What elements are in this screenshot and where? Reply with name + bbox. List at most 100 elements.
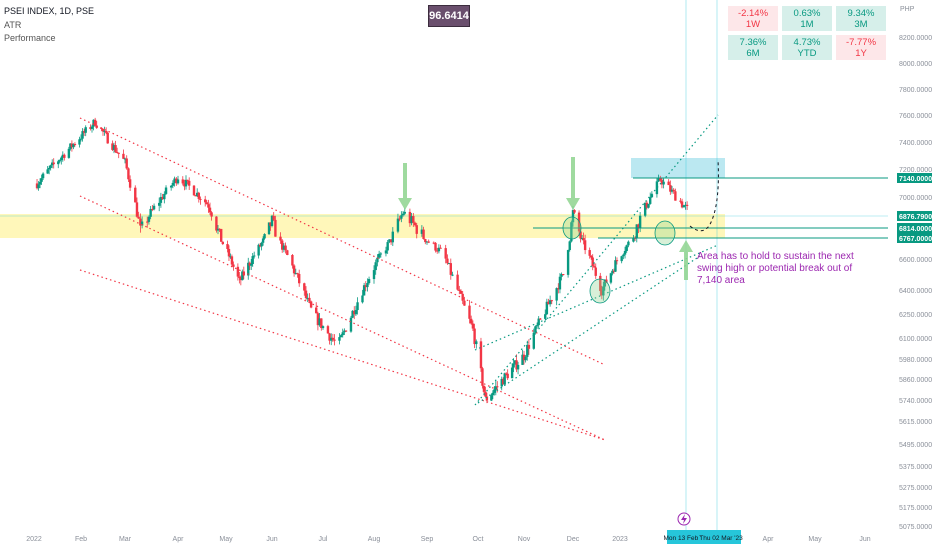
candle — [602, 281, 605, 301]
axes-layer: 8200.0000 8000.0000 7800.0000 7600.0000 7400… — [26, 35, 932, 544]
candle — [60, 156, 63, 165]
candle-body — [623, 250, 627, 255]
candle — [384, 246, 388, 257]
perf-value: -7.77% — [845, 36, 877, 48]
candle-body — [164, 187, 168, 194]
candle — [611, 269, 614, 276]
candle — [49, 164, 52, 171]
candle-body — [226, 244, 229, 249]
indicator-label-atr[interactable]: ATR — [4, 20, 22, 30]
support-resistance-zone-right — [630, 214, 725, 238]
candle-body — [49, 165, 52, 168]
candle — [473, 323, 476, 349]
candle — [47, 165, 51, 175]
y-axis-tick-label: 6250.0000 — [899, 312, 932, 319]
candle-body — [516, 364, 520, 370]
candle — [247, 257, 250, 280]
candle — [620, 255, 623, 264]
candle-body — [672, 189, 675, 192]
candle-body — [60, 157, 63, 161]
candle-body — [620, 256, 623, 262]
candle — [506, 369, 509, 381]
candle — [669, 180, 672, 195]
candle-body — [186, 179, 189, 181]
candle — [84, 125, 87, 137]
candle-body — [236, 266, 240, 277]
channel-middle-line — [79, 195, 606, 441]
candle-body — [579, 231, 582, 239]
candle-body — [422, 229, 425, 240]
candle — [236, 263, 240, 281]
candle-body — [227, 248, 231, 257]
candle-body — [218, 228, 221, 230]
candle-body — [522, 354, 526, 361]
candle — [401, 210, 405, 217]
candle-body — [163, 193, 166, 200]
candle — [599, 272, 602, 297]
perf-period: 3M — [854, 18, 868, 30]
candle-body — [90, 126, 94, 129]
candle-body — [82, 131, 86, 133]
candle — [37, 181, 40, 191]
candle — [303, 282, 306, 296]
candle — [252, 251, 256, 259]
candle — [72, 143, 75, 150]
candle-body — [263, 234, 266, 239]
candle — [298, 269, 301, 287]
symbol-title[interactable]: PSEI INDEX, 1D, PSE — [4, 6, 95, 16]
candle-body — [194, 195, 197, 197]
candle — [458, 285, 461, 295]
candle-body — [69, 143, 72, 149]
candle-body — [296, 273, 299, 275]
candle-body — [152, 205, 156, 210]
candle-body — [490, 395, 493, 401]
candle — [400, 211, 403, 223]
candle-body — [451, 274, 454, 276]
candle — [566, 249, 570, 278]
candle-body — [682, 205, 685, 208]
candle — [248, 261, 251, 271]
candle — [420, 225, 424, 237]
candle-body — [207, 204, 210, 208]
candle — [627, 240, 630, 248]
candle-body — [73, 143, 77, 145]
candle — [79, 134, 83, 142]
candle — [655, 178, 659, 198]
candle-body — [583, 240, 587, 251]
candle-body — [566, 250, 570, 275]
perf-period: 1Y — [855, 47, 867, 59]
candle-body — [427, 241, 430, 243]
candle-body — [637, 224, 640, 228]
candle — [436, 247, 439, 254]
candle — [667, 179, 670, 186]
candle-body — [47, 167, 51, 170]
candle — [470, 315, 473, 325]
candle — [413, 221, 417, 227]
candle-body — [229, 256, 232, 258]
indicator-label-performance[interactable]: Performance — [4, 33, 56, 43]
candle — [52, 158, 55, 169]
candle — [274, 215, 277, 237]
candle-body — [104, 130, 108, 133]
candle-body — [548, 300, 552, 305]
candle — [279, 232, 282, 244]
candle-body — [184, 179, 188, 187]
candle-body — [309, 301, 313, 308]
candle — [670, 185, 674, 194]
candle-body — [660, 180, 664, 185]
candle — [239, 275, 243, 286]
candle-body — [328, 333, 331, 341]
candle — [140, 216, 144, 229]
candle — [444, 244, 447, 264]
candle — [139, 213, 142, 233]
candle — [326, 324, 330, 334]
candle-body — [106, 132, 109, 144]
candle-body — [434, 242, 437, 251]
candle-body — [173, 178, 176, 183]
candle-body — [248, 262, 251, 266]
candle-body — [568, 241, 571, 251]
candle-body — [303, 283, 306, 291]
candle-body — [159, 196, 163, 203]
candle — [197, 191, 200, 203]
